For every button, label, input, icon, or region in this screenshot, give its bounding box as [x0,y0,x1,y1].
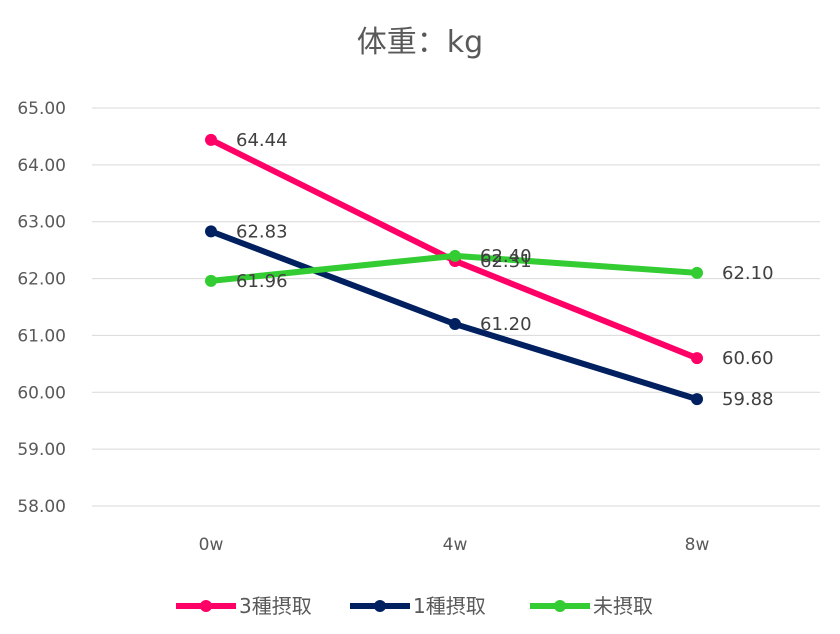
y-tick-label: 58.00 [17,497,66,517]
data-labels: 64.44 62.31 60.60 62.83 61.20 59.88 61.96 62.40… [236,130,774,410]
y-tick-label: 65.00 [17,99,66,119]
gridlines [92,107,820,507]
y-tick-label: 63.00 [17,213,66,233]
data-label: 62.10 [722,263,774,284]
legend[interactable]: 3種摂取 1種摂取 未摂取 [176,594,653,618]
data-label: 62.83 [236,221,288,242]
x-tick-label: 8w [685,535,710,555]
x-axis: 0w 4w 8w [199,535,710,555]
series-group [205,133,703,406]
legend-label: 1種摂取 [413,594,486,618]
chart-title: 体重：kg [357,25,483,60]
y-tick-label: 59.00 [17,440,66,460]
legend-marker [374,600,386,612]
x-tick-label: 4w [443,535,468,555]
data-label: 62.40 [480,246,532,267]
y-tick-label: 60.00 [17,383,66,403]
data-label: 61.20 [480,314,532,335]
data-label: 61.96 [236,271,288,292]
y-axis: 58.00 59.00 60.00 61.00 62.00 63.00 64.00 65.00 [17,99,66,517]
data-label: 64.44 [236,130,288,151]
data-label: 59.88 [722,389,774,410]
legend-marker [554,600,566,612]
y-tick-label: 64.00 [17,156,66,176]
data-point [691,352,703,365]
y-tick-label: 61.00 [17,326,66,346]
data-label: 62.31 [480,251,532,272]
y-tick-label: 62.00 [17,270,66,290]
data-point [691,266,703,279]
legend-label: 3種摂取 [239,594,312,618]
data-point [205,133,217,146]
data-point [691,393,703,406]
data-label: 60.60 [722,348,774,369]
x-tick-label: 0w [199,535,224,555]
data-point [449,249,461,262]
data-point [205,274,217,287]
data-point [205,225,217,238]
legend-marker [200,600,212,612]
legend-label: 未摂取 [593,594,653,618]
data-point [449,318,461,331]
